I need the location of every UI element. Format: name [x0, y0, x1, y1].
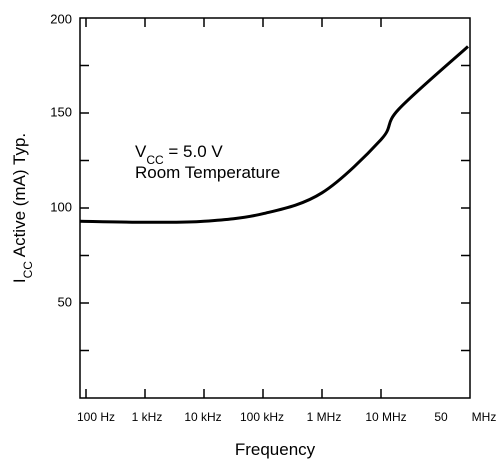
x-tick-label: 10 MHz: [365, 410, 406, 424]
series-line: [79, 45, 470, 224]
y-tick-label: 200: [50, 11, 72, 26]
x-axis-ticks: 100 Hz 1 kHz 10 kHz 100 kHz 1 MHz 10 MHz 50 MHz: [77, 18, 496, 424]
annotation-vcc-rest: = 5.0 V: [164, 142, 224, 161]
x-axis-title: Frequency: [235, 440, 316, 459]
y-axis-title: ICC Active (mA) Typ.: [10, 133, 35, 283]
y-axis-title-main: I: [10, 278, 29, 283]
y-axis-title-sub: CC: [21, 261, 35, 279]
x-tick-label: 10 kHz: [184, 410, 221, 424]
x-tick-label: 100 Hz: [77, 410, 115, 424]
plot-frame: [79, 17, 471, 399]
x-tick-label: 1 kHz: [132, 410, 163, 424]
annotation-vcc-main: V: [135, 142, 147, 161]
annotation-vcc: VCC = 5.0 V: [135, 142, 223, 167]
y-tick-label: 100: [50, 199, 72, 214]
x-tick-label: MHz: [472, 410, 497, 424]
y-axis-ticks: 50 100 150 200: [50, 11, 470, 352]
x-tick-label: 50: [434, 410, 448, 424]
y-tick-label: 50: [58, 294, 72, 309]
y-tick-label: 150: [50, 104, 72, 119]
annotation-vcc-sub: CC: [146, 153, 164, 167]
annotation-room-temperature: Room Temperature: [135, 163, 280, 182]
x-tick-label: 100 kHz: [240, 410, 284, 424]
y-axis-title-rest: Active (mA) Typ.: [10, 133, 29, 261]
x-tick-label: 1 MHz: [307, 410, 342, 424]
